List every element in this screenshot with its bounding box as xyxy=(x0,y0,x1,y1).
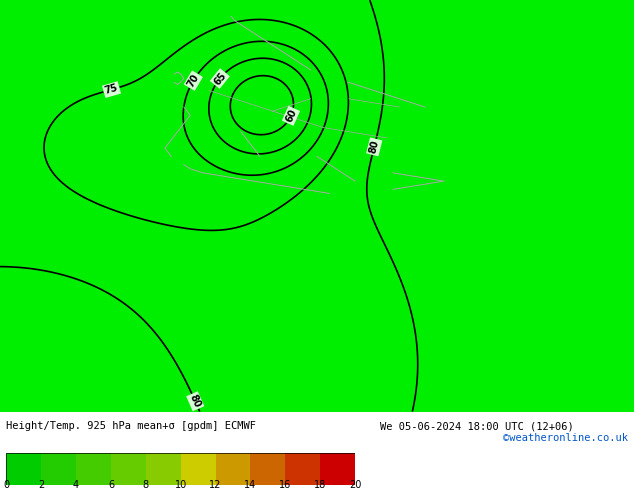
Text: 12: 12 xyxy=(209,480,222,490)
Text: 20: 20 xyxy=(349,480,361,490)
Text: 14: 14 xyxy=(244,480,257,490)
Text: ©weatheronline.co.uk: ©weatheronline.co.uk xyxy=(503,433,628,443)
Text: 10: 10 xyxy=(174,480,187,490)
Text: 60: 60 xyxy=(283,108,298,124)
Text: 18: 18 xyxy=(314,480,327,490)
Text: 65: 65 xyxy=(212,70,228,87)
Text: Height/Temp. 925 hPa mean+σ [gpdm] ECMWF: Height/Temp. 925 hPa mean+σ [gpdm] ECMWF xyxy=(6,421,256,431)
Text: 75: 75 xyxy=(103,83,119,96)
Bar xyxy=(181,453,216,485)
Text: 4: 4 xyxy=(73,480,79,490)
Text: We 05-06-2024 18:00 UTC (12+06): We 05-06-2024 18:00 UTC (12+06) xyxy=(380,421,574,431)
Bar xyxy=(6,453,41,485)
Bar xyxy=(76,453,111,485)
Text: 6: 6 xyxy=(108,480,114,490)
Bar xyxy=(146,453,181,485)
Bar xyxy=(285,453,320,485)
Bar xyxy=(111,453,146,485)
Text: 0: 0 xyxy=(3,480,10,490)
Text: 16: 16 xyxy=(279,480,292,490)
Bar xyxy=(216,453,250,485)
Text: 80: 80 xyxy=(368,139,381,155)
Text: 8: 8 xyxy=(143,480,149,490)
Bar xyxy=(250,453,285,485)
Text: 70: 70 xyxy=(186,73,201,89)
Text: 80: 80 xyxy=(188,393,203,410)
Bar xyxy=(320,453,355,485)
Bar xyxy=(41,453,76,485)
Text: 2: 2 xyxy=(38,480,44,490)
